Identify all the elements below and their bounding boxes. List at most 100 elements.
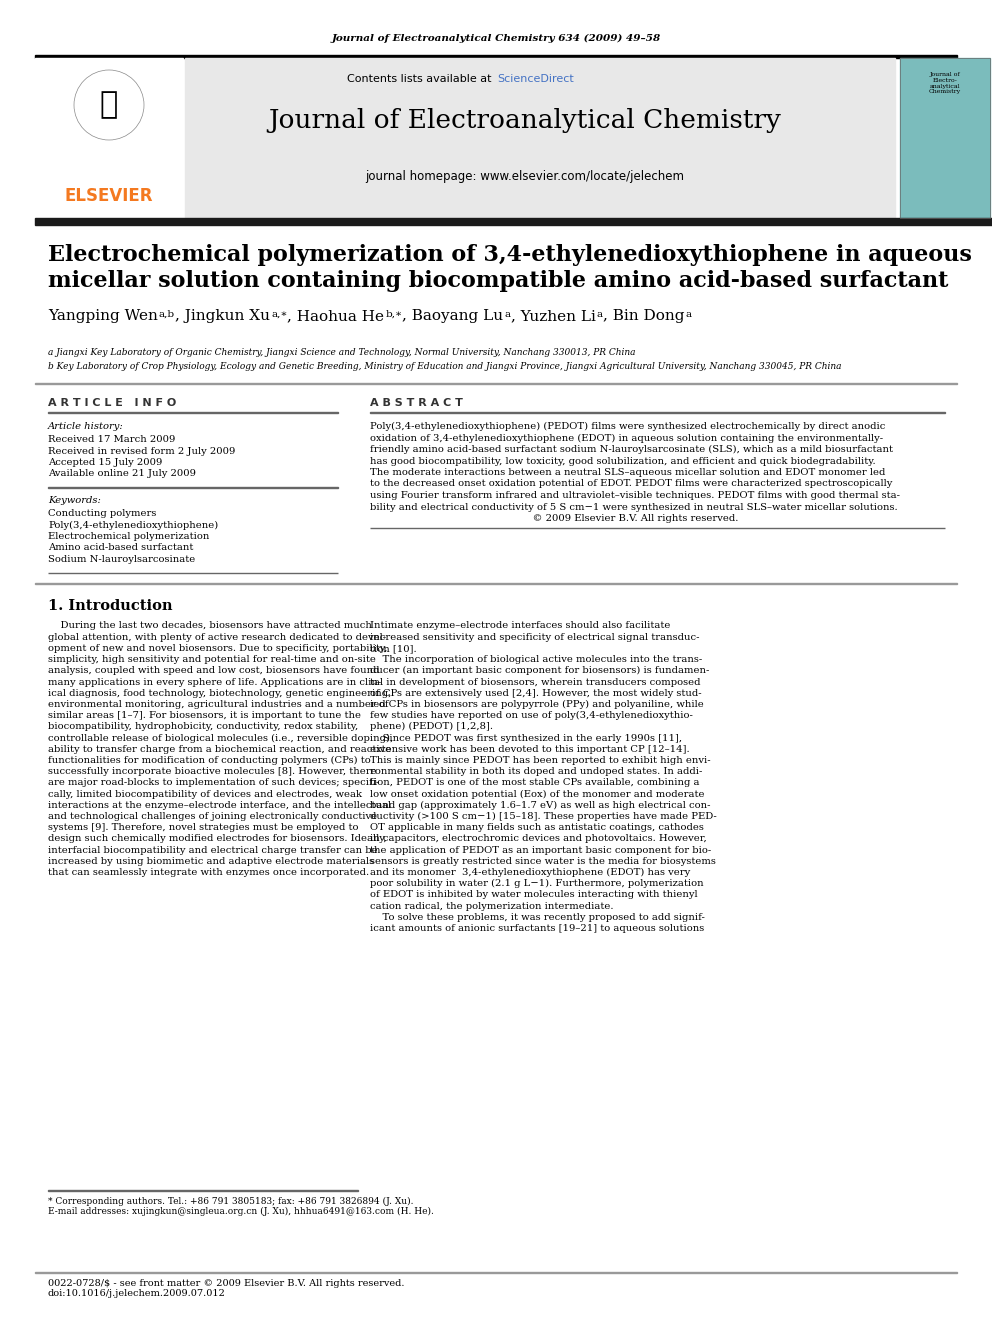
Text: a,b: a,b <box>159 310 175 319</box>
Text: a,∗: a,∗ <box>271 310 288 319</box>
Text: low onset oxidation potential (Eox) of the monomer and moderate: low onset oxidation potential (Eox) of t… <box>370 790 704 799</box>
Text: extensive work has been devoted to this important CP [12–14].: extensive work has been devoted to this … <box>370 745 689 754</box>
Text: has good biocompatibility, low toxicity, good solubilization, and efficient and : has good biocompatibility, low toxicity,… <box>370 456 876 466</box>
Text: oxidation of 3,4-ethylenedioxythiophene (EDOT) in aqueous solution containing th: oxidation of 3,4-ethylenedioxythiophene … <box>370 434 883 443</box>
Text: in capacitors, electrochromic devices and photovoltaics. However,: in capacitors, electrochromic devices an… <box>370 835 706 843</box>
Text: band gap (approximately 1.6–1.7 eV) as well as high electrical con-: band gap (approximately 1.6–1.7 eV) as w… <box>370 800 710 810</box>
Text: Conducting polymers: Conducting polymers <box>48 509 157 519</box>
Text: tion, PEDOT is one of the most stable CPs available, combining a: tion, PEDOT is one of the most stable CP… <box>370 778 699 787</box>
Text: , Bin Dong: , Bin Dong <box>602 310 684 323</box>
Text: poor solubility in water (2.1 g L−1). Furthermore, polymerization: poor solubility in water (2.1 g L−1). Fu… <box>370 878 703 888</box>
Text: of CPs are extensively used [2,4]. However, the most widely stud-: of CPs are extensively used [2,4]. Howev… <box>370 689 701 697</box>
Text: environmental monitoring, agricultural industries and a number of: environmental monitoring, agricultural i… <box>48 700 389 709</box>
Text: Electrochemical polymerization of 3,4-ethylenedioxythiophene in aqueous
micellar: Electrochemical polymerization of 3,4-et… <box>48 243 972 292</box>
Text: This is mainly since PEDOT has been reported to exhibit high envi-: This is mainly since PEDOT has been repo… <box>370 755 710 765</box>
Text: doi:10.1016/j.jelechem.2009.07.012: doi:10.1016/j.jelechem.2009.07.012 <box>48 1289 226 1298</box>
Text: ronmental stability in both its doped and undoped states. In addi-: ronmental stability in both its doped an… <box>370 767 702 777</box>
Text: b,∗: b,∗ <box>385 310 403 319</box>
Text: sensors is greatly restricted since water is the media for biosystems: sensors is greatly restricted since wate… <box>370 857 716 865</box>
Bar <box>35 56 957 57</box>
Text: simplicity, high sensitivity and potential for real-time and on-site: simplicity, high sensitivity and potenti… <box>48 655 376 664</box>
Text: , Haohua He: , Haohua He <box>288 310 384 323</box>
Text: Amino acid-based surfactant: Amino acid-based surfactant <box>48 544 193 553</box>
Text: A B S T R A C T: A B S T R A C T <box>370 398 463 407</box>
Text: design such chemically modified electrodes for biosensors. Ideally,: design such chemically modified electrod… <box>48 835 387 843</box>
Text: Journal of
Electro-
analytical
Chemistry: Journal of Electro- analytical Chemistry <box>929 71 961 94</box>
Text: ied CPs in biosensors are polypyrrole (PPy) and polyaniline, while: ied CPs in biosensors are polypyrrole (P… <box>370 700 703 709</box>
Text: friendly amino acid-based surfactant sodium N-lauroylsarcosinate (SLS), which as: friendly amino acid-based surfactant sod… <box>370 445 893 454</box>
Text: 1. Introduction: 1. Introduction <box>48 599 173 614</box>
Text: and technological challenges of joining electronically conductive: and technological challenges of joining … <box>48 812 377 820</box>
Text: , Jingkun Xu: , Jingkun Xu <box>175 310 270 323</box>
Text: Intimate enzyme–electrode interfaces should also facilitate: Intimate enzyme–electrode interfaces sho… <box>370 622 671 631</box>
Text: cation radical, the polymerization intermediate.: cation radical, the polymerization inter… <box>370 901 613 910</box>
Text: systems [9]. Therefore, novel strategies must be employed to: systems [9]. Therefore, novel strategies… <box>48 823 358 832</box>
Bar <box>185 58 895 218</box>
Text: © 2009 Elsevier B.V. All rights reserved.: © 2009 Elsevier B.V. All rights reserved… <box>370 515 738 523</box>
Text: opment of new and novel biosensors. Due to specificity, portability,: opment of new and novel biosensors. Due … <box>48 644 387 652</box>
Text: * Corresponding authors. Tel.: +86 791 3805183; fax: +86 791 3826894 (J. Xu).: * Corresponding authors. Tel.: +86 791 3… <box>48 1197 414 1207</box>
Text: Poly(3,4-ethylenedioxythiophene): Poly(3,4-ethylenedioxythiophene) <box>48 520 218 529</box>
Text: increased sensitivity and specificity of electrical signal transduc-: increased sensitivity and specificity of… <box>370 632 699 642</box>
Text: functionalities for modification of conducting polymers (CPs) to: functionalities for modification of cond… <box>48 755 371 765</box>
Text: Keywords:: Keywords: <box>48 496 101 505</box>
Text: a: a <box>685 310 691 319</box>
Text: OT applicable in many fields such as antistatic coatings, cathodes: OT applicable in many fields such as ant… <box>370 823 704 832</box>
Text: Journal of Electroanalytical Chemistry 634 (2009) 49–58: Journal of Electroanalytical Chemistry 6… <box>331 34 661 44</box>
Text: ScienceDirect: ScienceDirect <box>497 74 573 83</box>
Bar <box>35 218 992 225</box>
Text: that can seamlessly integrate with enzymes once incorporated.: that can seamlessly integrate with enzym… <box>48 868 369 877</box>
Text: many applications in every sphere of life. Applications are in clin-: many applications in every sphere of lif… <box>48 677 381 687</box>
Text: are major road-blocks to implementation of such devices; specifi-: are major road-blocks to implementation … <box>48 778 379 787</box>
Text: During the last two decades, biosensors have attracted much: During the last two decades, biosensors … <box>48 622 372 631</box>
Text: Sodium N-lauroylsarcosinate: Sodium N-lauroylsarcosinate <box>48 556 195 564</box>
Text: the application of PEDOT as an important basic component for bio-: the application of PEDOT as an important… <box>370 845 711 855</box>
Text: ELSEVIER: ELSEVIER <box>64 187 153 205</box>
Text: The moderate interactions between a neutral SLS–aqueous micellar solution and ED: The moderate interactions between a neut… <box>370 468 886 478</box>
Text: to the decreased onset oxidation potential of EDOT. PEDOT films were characteriz: to the decreased onset oxidation potenti… <box>370 479 893 488</box>
Text: 0022-0728/$ - see front matter © 2009 Elsevier B.V. All rights reserved.: 0022-0728/$ - see front matter © 2009 El… <box>48 1279 405 1289</box>
Text: tion [10].: tion [10]. <box>370 644 417 652</box>
Text: Poly(3,4-ethylenedioxythiophene) (PEDOT) films were synthesized electrochemicall: Poly(3,4-ethylenedioxythiophene) (PEDOT)… <box>370 422 886 431</box>
Text: ability to transfer charge from a biochemical reaction, and reactive: ability to transfer charge from a bioche… <box>48 745 391 754</box>
Text: , Baoyang Lu: , Baoyang Lu <box>403 310 504 323</box>
Text: phene) (PEDOT) [1,2,8].: phene) (PEDOT) [1,2,8]. <box>370 722 493 732</box>
Text: interactions at the enzyme–electrode interface, and the intellectual: interactions at the enzyme–electrode int… <box>48 800 391 810</box>
Text: journal homepage: www.elsevier.com/locate/jelechem: journal homepage: www.elsevier.com/locat… <box>365 169 684 183</box>
Text: Article history:: Article history: <box>48 422 124 431</box>
Text: similar areas [1–7]. For biosensors, it is important to tune the: similar areas [1–7]. For biosensors, it … <box>48 710 361 720</box>
Text: and its monomer  3,4-ethylenedioxythiophene (EDOT) has very: and its monomer 3,4-ethylenedioxythiophe… <box>370 868 690 877</box>
Text: using Fourier transform infrared and ultraviolet–visible techniques. PEDOT films: using Fourier transform infrared and ult… <box>370 491 900 500</box>
Text: Electrochemical polymerization: Electrochemical polymerization <box>48 532 209 541</box>
Bar <box>900 58 990 218</box>
Bar <box>35 58 183 218</box>
Text: global attention, with plenty of active research dedicated to devel-: global attention, with plenty of active … <box>48 632 386 642</box>
Text: To solve these problems, it was recently proposed to add signif-: To solve these problems, it was recently… <box>370 913 705 922</box>
Text: Journal of Electroanalytical Chemistry: Journal of Electroanalytical Chemistry <box>269 108 782 134</box>
Text: a: a <box>505 310 511 319</box>
Bar <box>900 58 990 218</box>
Text: Available online 21 July 2009: Available online 21 July 2009 <box>48 470 196 479</box>
Text: bility and electrical conductivity of 5 S cm−1 were synthesized in neutral SLS–w: bility and electrical conductivity of 5 … <box>370 503 898 512</box>
Text: successfully incorporate bioactive molecules [8]. However, there: successfully incorporate bioactive molec… <box>48 767 377 777</box>
Text: a Jiangxi Key Laboratory of Organic Chemistry, Jiangxi Science and Technology, N: a Jiangxi Key Laboratory of Organic Chem… <box>48 348 636 357</box>
Text: a: a <box>596 310 602 319</box>
Text: Received in revised form 2 July 2009: Received in revised form 2 July 2009 <box>48 446 235 455</box>
Text: ducer (an important basic component for biosensors) is fundamen-: ducer (an important basic component for … <box>370 667 709 676</box>
Text: E-mail addresses: xujingkun@singleua.org.cn (J. Xu), hhhua6491@163.com (H. He).: E-mail addresses: xujingkun@singleua.org… <box>48 1207 434 1216</box>
Text: biocompatibility, hydrophobicity, conductivity, redox stability,: biocompatibility, hydrophobicity, conduc… <box>48 722 358 732</box>
Text: b Key Laboratory of Crop Physiology, Ecology and Genetic Breeding, Ministry of E: b Key Laboratory of Crop Physiology, Eco… <box>48 363 841 370</box>
Text: A R T I C L E   I N F O: A R T I C L E I N F O <box>48 398 177 407</box>
Text: Accepted 15 July 2009: Accepted 15 July 2009 <box>48 458 163 467</box>
Text: interfacial biocompatibility and electrical charge transfer can be: interfacial biocompatibility and electri… <box>48 845 378 855</box>
Text: increased by using biomimetic and adaptive electrode materials: increased by using biomimetic and adapti… <box>48 857 374 865</box>
Text: analysis, coupled with speed and low cost, biosensors have found: analysis, coupled with speed and low cos… <box>48 667 380 675</box>
Text: Yangping Wen: Yangping Wen <box>48 310 158 323</box>
Text: controllable release of biological molecules (i.e., reversible doping),: controllable release of biological molec… <box>48 733 393 742</box>
Text: cally, limited biocompatibility of devices and electrodes, weak: cally, limited biocompatibility of devic… <box>48 790 362 799</box>
Text: of EDOT is inhibited by water molecules interacting with thienyl: of EDOT is inhibited by water molecules … <box>370 890 697 900</box>
Text: icant amounts of anionic surfactants [19–21] to aqueous solutions: icant amounts of anionic surfactants [19… <box>370 923 704 933</box>
Text: ical diagnosis, food technology, biotechnology, genetic engineering,: ical diagnosis, food technology, biotech… <box>48 689 392 697</box>
Text: Since PEDOT was first synthesized in the early 1990s [11],: Since PEDOT was first synthesized in the… <box>370 733 682 742</box>
Text: Received 17 March 2009: Received 17 March 2009 <box>48 435 176 445</box>
